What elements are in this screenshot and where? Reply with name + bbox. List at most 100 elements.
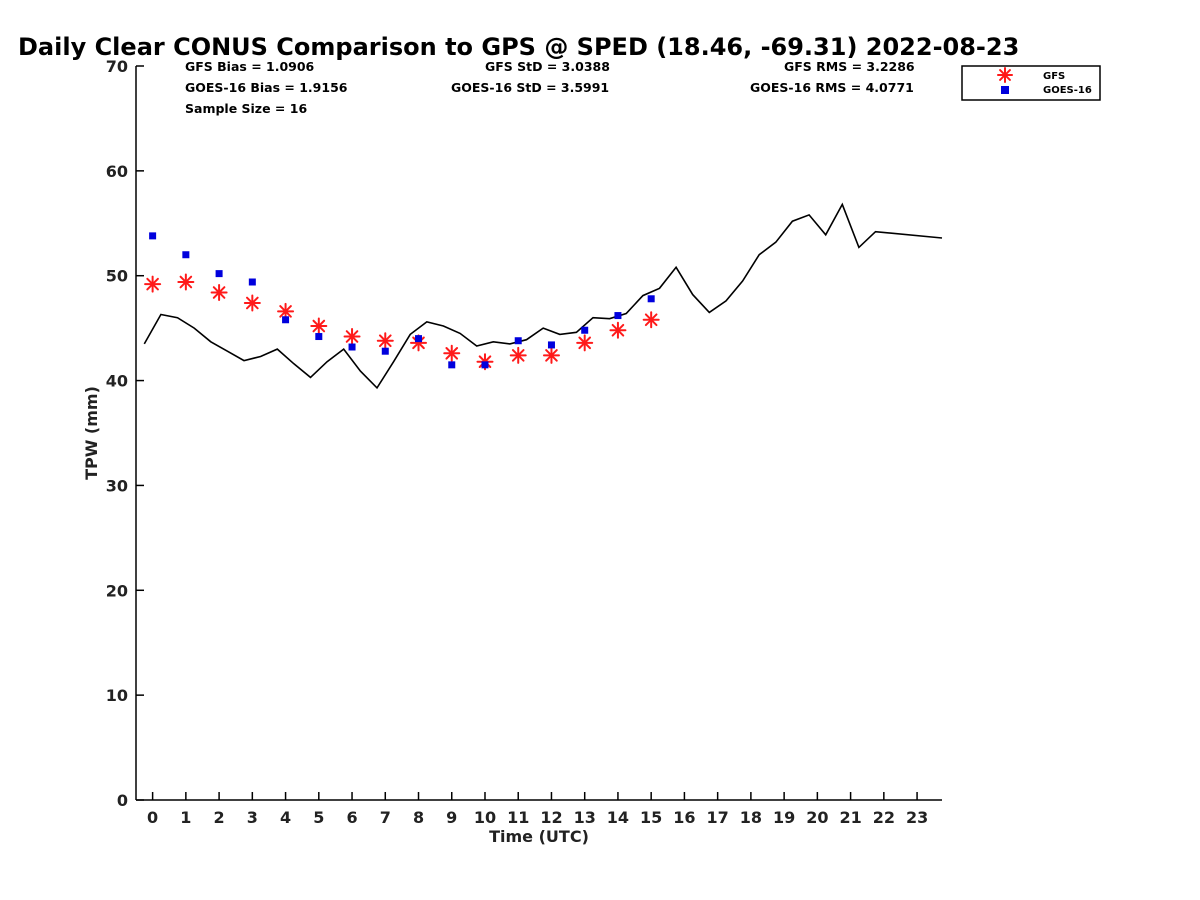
gfs-point xyxy=(210,283,228,301)
gfs-point xyxy=(509,346,527,364)
asterisk-stroke xyxy=(146,277,159,291)
x-tick-label: 12 xyxy=(540,808,562,827)
gfs-point xyxy=(243,294,261,312)
x-tick-label: 11 xyxy=(507,808,529,827)
y-tick-label: 70 xyxy=(106,57,128,76)
y-tick-label: 30 xyxy=(106,476,128,495)
x-tick-label: 17 xyxy=(707,808,729,827)
goes16-point xyxy=(581,326,589,334)
asterisk-stroke xyxy=(999,69,1011,81)
goes16-point xyxy=(381,347,389,355)
x-tick-label: 6 xyxy=(346,808,357,827)
asterisk-stroke xyxy=(179,275,193,289)
y-axis-label: TPW (mm) xyxy=(82,386,101,480)
legend-box xyxy=(961,65,1101,101)
x-tick-label: 10 xyxy=(474,808,496,827)
x-tick-label: 1 xyxy=(180,808,191,827)
gps-line xyxy=(143,202,943,390)
y-tick-label: 0 xyxy=(117,791,128,810)
legend-goes16-marker xyxy=(1001,86,1009,94)
x-tick-label: 0 xyxy=(147,808,158,827)
y-tick-label: 20 xyxy=(106,581,128,600)
legend-gfs-label: GFS xyxy=(1043,71,1065,82)
x-tick-label: 23 xyxy=(906,808,928,827)
goes16-series xyxy=(149,232,655,369)
x-tick-label: 5 xyxy=(313,808,324,827)
goes-bias-stat: GOES-16 Bias = 1.9156 xyxy=(185,80,348,95)
gfs-rms-stat: GFS RMS = 3.2286 xyxy=(784,59,915,74)
asterisk-stroke xyxy=(578,336,592,350)
goes16-point xyxy=(448,361,456,369)
gps-series xyxy=(143,202,943,390)
y-tick-label: 60 xyxy=(106,162,128,181)
x-axis-ticks: 0 1 2 3 4 5 6 7 8 9 10 11 12 13 14 15 16 17 18 19 20 21 22 23 xyxy=(147,792,928,827)
x-tick-label: 2 xyxy=(214,808,225,827)
goes16-point xyxy=(182,251,190,259)
x-tick-label: 9 xyxy=(446,808,457,827)
asterisk-stroke xyxy=(279,305,292,318)
goes16-point xyxy=(248,278,256,286)
y-tick-label: 50 xyxy=(106,267,128,286)
x-axis-label: Time (UTC) xyxy=(489,827,589,846)
x-tick-label: 20 xyxy=(806,808,828,827)
gfs-point xyxy=(177,273,195,291)
gfs-series xyxy=(144,273,660,371)
chart-title: Daily Clear CONUS Comparison to GPS @ SP… xyxy=(18,33,1019,61)
asterisk-stroke xyxy=(312,319,326,333)
goes-rms-stat: GOES-16 RMS = 4.0771 xyxy=(750,80,914,95)
goes16-point xyxy=(149,232,157,240)
y-tick-label: 40 xyxy=(106,372,128,391)
legend-gfs-asterisk xyxy=(997,67,1013,83)
asterisk-stroke xyxy=(545,349,558,362)
legend-goes16-label: GOES-16 xyxy=(1043,85,1092,96)
gfs-std-stat: GFS StD = 3.0388 xyxy=(485,59,610,74)
x-tick-label: 16 xyxy=(673,808,695,827)
asterisk-stroke xyxy=(644,313,658,327)
goes16-point xyxy=(614,312,622,320)
goes16-point xyxy=(215,270,223,278)
gfs-point xyxy=(310,317,328,335)
x-tick-label: 21 xyxy=(839,808,861,827)
asterisk-stroke xyxy=(445,347,459,360)
asterisk-stroke xyxy=(511,349,525,362)
asterisk-stroke xyxy=(611,323,625,337)
gfs-bias-stat: GFS Bias = 1.0906 xyxy=(185,59,315,74)
x-tick-label: 3 xyxy=(247,808,258,827)
sample-size-stat: Sample Size = 16 xyxy=(185,101,307,116)
goes16-point xyxy=(282,316,290,324)
legend-gfs-marker xyxy=(997,67,1013,83)
goes16-point xyxy=(415,335,423,343)
asterisk-stroke xyxy=(246,296,259,310)
y-tick-label: 10 xyxy=(106,686,128,705)
x-tick-label: 7 xyxy=(380,808,391,827)
asterisk-stroke xyxy=(412,336,425,350)
gfs-point xyxy=(542,346,560,364)
x-tick-label: 18 xyxy=(740,808,762,827)
goes16-point xyxy=(481,361,489,369)
x-tick-label: 22 xyxy=(873,808,895,827)
goes16-point xyxy=(348,343,356,351)
goes16-point xyxy=(315,333,323,341)
y-axis-ticks: 0 10 20 30 40 50 60 70 xyxy=(106,57,144,810)
legend: GFS GOES-16 xyxy=(961,65,1101,101)
goes16-point xyxy=(647,295,655,303)
x-tick-label: 14 xyxy=(607,808,629,827)
x-tick-label: 4 xyxy=(280,808,291,827)
goes-std-stat: GOES-16 StD = 3.5991 xyxy=(451,80,609,95)
x-tick-label: 13 xyxy=(574,808,596,827)
gfs-point xyxy=(576,334,594,352)
goes16-point xyxy=(547,341,555,349)
asterisk-stroke xyxy=(212,286,226,299)
x-tick-label: 8 xyxy=(413,808,424,827)
gfs-point xyxy=(443,344,461,362)
gfs-point xyxy=(343,328,361,346)
gfs-point xyxy=(642,311,660,329)
x-tick-label: 15 xyxy=(640,808,662,827)
asterisk-stroke xyxy=(345,330,359,343)
stats-block: GFS Bias = 1.0906 GOES-16 Bias = 1.9156 … xyxy=(185,59,915,116)
goes16-point xyxy=(514,337,522,345)
x-tick-label: 19 xyxy=(773,808,795,827)
gfs-point xyxy=(144,275,162,293)
